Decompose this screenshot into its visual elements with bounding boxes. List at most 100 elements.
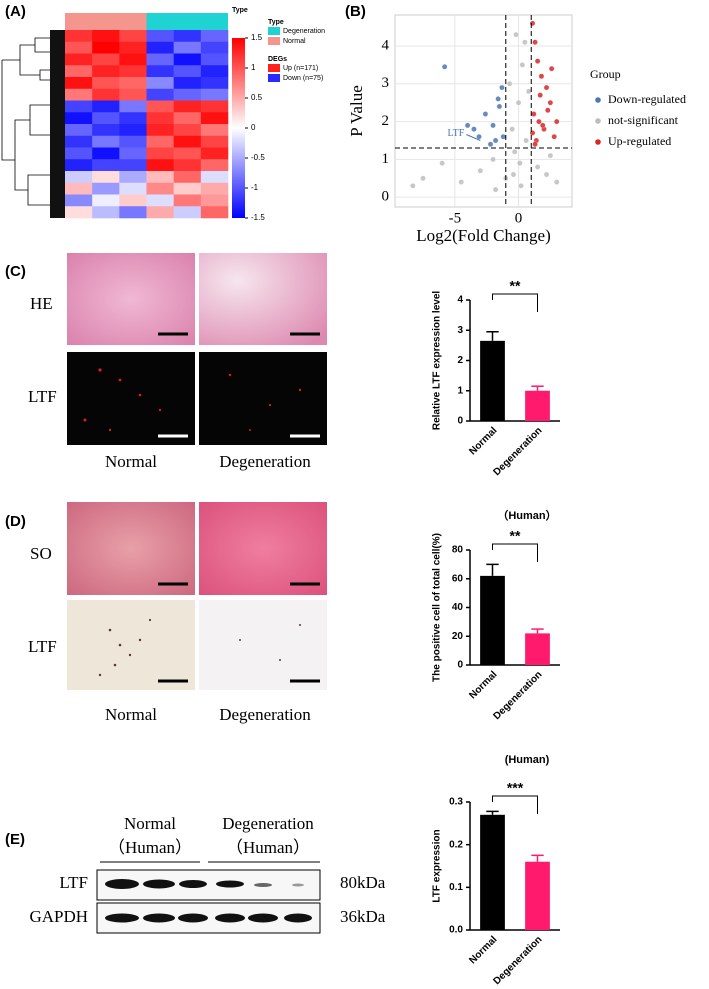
heatmap-cell [146, 206, 174, 219]
heatmap-cell [92, 77, 120, 90]
heatmap-cell [173, 147, 202, 160]
row-label: LTF [28, 637, 57, 656]
y-tick-label: 40 [452, 602, 464, 613]
point [515, 99, 522, 106]
heatmap-cell [173, 53, 202, 66]
heatmap-cell [200, 124, 229, 137]
heatmap-cell [119, 65, 147, 78]
bar [480, 814, 505, 930]
point [532, 141, 538, 148]
point [410, 183, 416, 189]
point [539, 122, 546, 129]
heatmap-cell [146, 41, 174, 54]
y-tick-label: 0 [382, 189, 390, 205]
legend-marker [595, 139, 601, 145]
point [476, 133, 482, 140]
legend-label: Down (n=75) [283, 75, 323, 82]
legend-swatch [268, 27, 280, 35]
legend-label: Up (n=171) [283, 65, 318, 72]
ihc-degeneration-image [199, 600, 327, 690]
colorbar-tick-label: 0.5 [251, 93, 263, 102]
heatmap-cell [92, 135, 120, 148]
y-tick-label: 0.2 [449, 839, 463, 850]
ltf-normal-image [67, 352, 195, 445]
heatmap-cell [92, 88, 120, 101]
heatmap-cell [119, 182, 147, 195]
point [464, 122, 471, 129]
legend-swatch [268, 64, 280, 72]
bar [525, 390, 550, 421]
heatmap-cell [65, 41, 93, 54]
point [538, 73, 545, 79]
heatmap-cell [173, 159, 202, 172]
annotation-normal [65, 13, 147, 30]
heatmap-cell [119, 30, 147, 43]
heatmap-cell [173, 41, 202, 54]
heatmap-cell [119, 171, 147, 184]
bar [480, 575, 505, 665]
legend-label: Up-regulated [608, 134, 671, 148]
heatmap-cell [200, 171, 229, 184]
point [537, 92, 543, 98]
heatmap-cell [146, 194, 174, 207]
ihc-spots [98, 618, 301, 677]
blot-size-label: 80kDa [340, 873, 386, 892]
bar [525, 861, 550, 930]
point [441, 64, 448, 70]
annotation-arrow [466, 134, 481, 141]
legend-marker [595, 97, 601, 103]
y-tick-label: 1 [457, 385, 463, 396]
heatmap-cell [92, 53, 120, 66]
y-tick-label: 2 [382, 113, 390, 129]
point [548, 65, 555, 72]
column-label: Normal [105, 452, 157, 471]
significance-bracket [492, 795, 538, 814]
x-tick-label: Normal [467, 669, 499, 701]
point [499, 84, 505, 91]
point [492, 186, 499, 193]
heatmap-cell [173, 124, 202, 137]
point [496, 103, 503, 110]
heatmap-cell [119, 100, 147, 113]
colorbar-tick-label: 0 [251, 123, 256, 132]
colorbar-tick-label: -0.5 [251, 153, 265, 162]
legend-title: DEGs [268, 56, 287, 63]
heatmap-cell [65, 124, 93, 137]
heatmap-cell [65, 147, 93, 160]
so-normal-image [67, 502, 195, 595]
annotation-label: Type [232, 7, 248, 14]
heatmap-cell [173, 194, 202, 207]
he-degeneration-image [199, 253, 327, 345]
heatmap-cell [65, 182, 93, 195]
heatmap-cell [92, 194, 120, 207]
ltf-degeneration-image [199, 352, 327, 445]
heatmap-cell [146, 135, 174, 148]
point [534, 58, 541, 64]
heatmap-cell [146, 77, 174, 90]
heatmap-cell [146, 124, 174, 137]
heatmap-cell [200, 53, 229, 66]
x-tick-label: -5 [449, 210, 462, 226]
significance: ** [510, 528, 521, 544]
x-tick-label: Degeneration [492, 669, 545, 722]
significance: ** [510, 278, 521, 294]
annotation-degeneration [146, 13, 228, 30]
y-axis-label: The positive cell of total cell(%) [432, 533, 443, 682]
heatmap-cell [119, 206, 147, 219]
blot-bands [105, 879, 312, 923]
heatmap-cell [200, 65, 229, 78]
y-tick-label: 0 [457, 660, 463, 671]
colorbar-tick-label: 1 [251, 63, 256, 72]
heatmap-cell [65, 88, 93, 101]
point [487, 141, 494, 148]
x-tick-label: Degeneration [492, 425, 545, 478]
heatmap-cell [200, 41, 229, 54]
x-tick-label: 0 [515, 210, 523, 226]
legend-label: not-significant [608, 113, 679, 127]
point [532, 39, 538, 45]
x-tick-label: Degeneration [492, 934, 545, 987]
y-tick-label: 0.1 [449, 882, 463, 893]
dendrogram [1, 37, 50, 206]
significance-bracket [492, 293, 538, 312]
heatmap-cell [65, 65, 93, 78]
